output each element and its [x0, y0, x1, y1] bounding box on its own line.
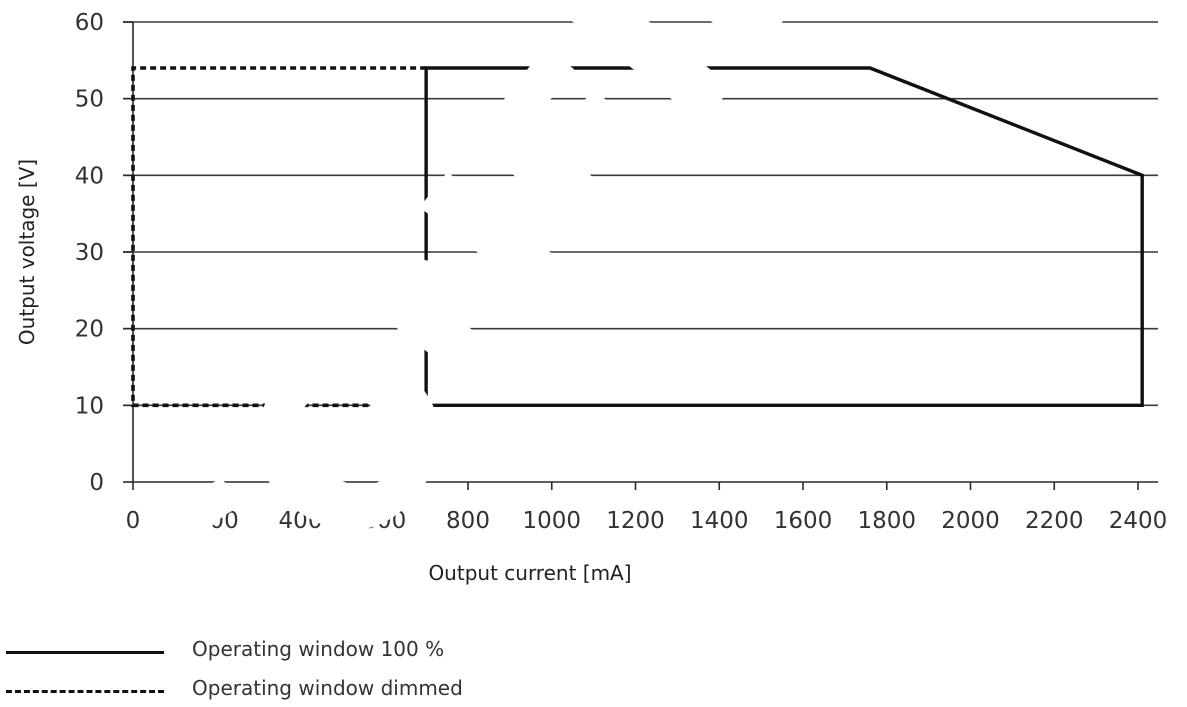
- legend-solid-line-icon: [6, 651, 164, 654]
- x-tick-label-1800: 1800: [857, 508, 916, 534]
- legend-dashed-line-icon: [6, 690, 164, 693]
- x-axis-label: Output current [mA]: [428, 561, 631, 585]
- y-tick-label-20: 20: [75, 317, 104, 343]
- y-tick-label-0: 0: [89, 470, 104, 496]
- y-tick-label-10: 10: [75, 393, 104, 419]
- legend-item-dashed: Operating window dimmed: [6, 676, 566, 706]
- x-tick-label-1400: 1400: [690, 508, 749, 534]
- watermark-text: CONFIDENTIAL: [83, 0, 1187, 707]
- series-group: [131, 66, 1144, 408]
- x-tick-label-400: 400: [279, 508, 323, 534]
- y-tick-label-60: 60: [75, 10, 104, 36]
- legend-item-solid: Operating window 100 %: [6, 637, 566, 667]
- x-tick-label-1000: 1000: [522, 508, 581, 534]
- x-tick-label-1200: 1200: [606, 508, 665, 534]
- y-tick-label-50: 50: [75, 87, 104, 113]
- x-tick-label-200: 200: [195, 508, 239, 534]
- x-tick-label-600: 600: [362, 508, 406, 534]
- x-tick-label-2000: 2000: [941, 508, 1000, 534]
- series-line-full: [424, 66, 1144, 408]
- x-tick-label-800: 800: [446, 508, 490, 534]
- x-tick-label-1600: 1600: [774, 508, 833, 534]
- series-line-dimmed: [131, 66, 427, 408]
- x-tick-label-0: 0: [126, 508, 141, 534]
- x-tick-label-2200: 2200: [1025, 508, 1084, 534]
- y-tick-label-30: 30: [75, 240, 104, 266]
- legend-solid-label: Operating window 100 %: [192, 637, 445, 661]
- x-tick-label-2400: 2400: [1109, 508, 1168, 534]
- y-axis-label: Output voltage [V]: [15, 159, 39, 345]
- y-tick-label-40: 40: [75, 163, 104, 189]
- legend-dashed-label: Operating window dimmed: [192, 676, 463, 700]
